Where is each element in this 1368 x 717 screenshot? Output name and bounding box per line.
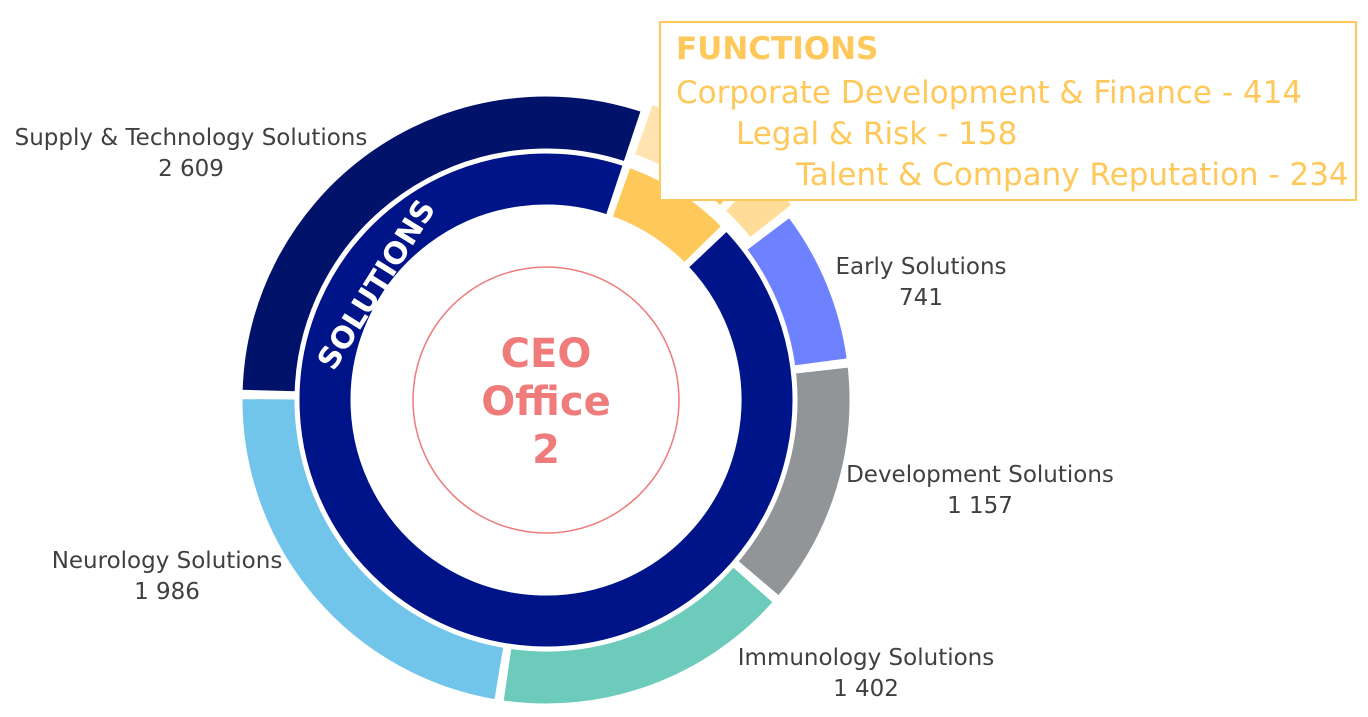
outer-ring [239, 93, 853, 707]
center-title-line2: Office [481, 379, 610, 425]
functions-legend-box: FUNCTIONS Corporate Development & Financ… [659, 21, 1357, 201]
label-supply-technology-name: Supply & Technology Solutions [15, 125, 368, 151]
label-immunology-solutions-name: Immunology Solutions [738, 645, 994, 671]
label-development-solutions-value: 1 157 [947, 493, 1013, 519]
inner-segment-solutions [296, 150, 796, 650]
outer-segment-supply-technology-solutions [239, 93, 645, 395]
outer-segment-neurology-solutions [239, 396, 507, 703]
label-immunology-solutions-value: 1 402 [833, 676, 899, 702]
label-neurology-solutions-value: 1 986 [134, 579, 200, 605]
center-title-line1: CEO [501, 331, 592, 377]
functions-line-talent-reputation: Talent & Company Reputation - 234 [796, 157, 1349, 193]
segment-labels: Supply & Technology Solutions 2 609 Earl… [15, 125, 1114, 702]
outer-segment-immunology-solutions [500, 563, 777, 707]
functions-line-corporate-development: Corporate Development & Finance - 414 [676, 75, 1303, 111]
label-supply-technology-value: 2 609 [158, 156, 224, 182]
center-circle [412, 266, 680, 534]
label-neurology-solutions-name: Neurology Solutions [52, 548, 283, 574]
outer-segment-development-solutions [734, 364, 853, 600]
functions-title: FUNCTIONS [676, 31, 879, 67]
label-development-solutions-name: Development Solutions [846, 462, 1114, 488]
label-early-solutions-value: 741 [899, 285, 943, 311]
outer-segment-early-solutions [743, 214, 851, 369]
functions-line-legal-risk: Legal & Risk - 158 [736, 116, 1018, 152]
center-value: 2 [532, 427, 560, 473]
label-early-solutions-name: Early Solutions [835, 254, 1006, 280]
